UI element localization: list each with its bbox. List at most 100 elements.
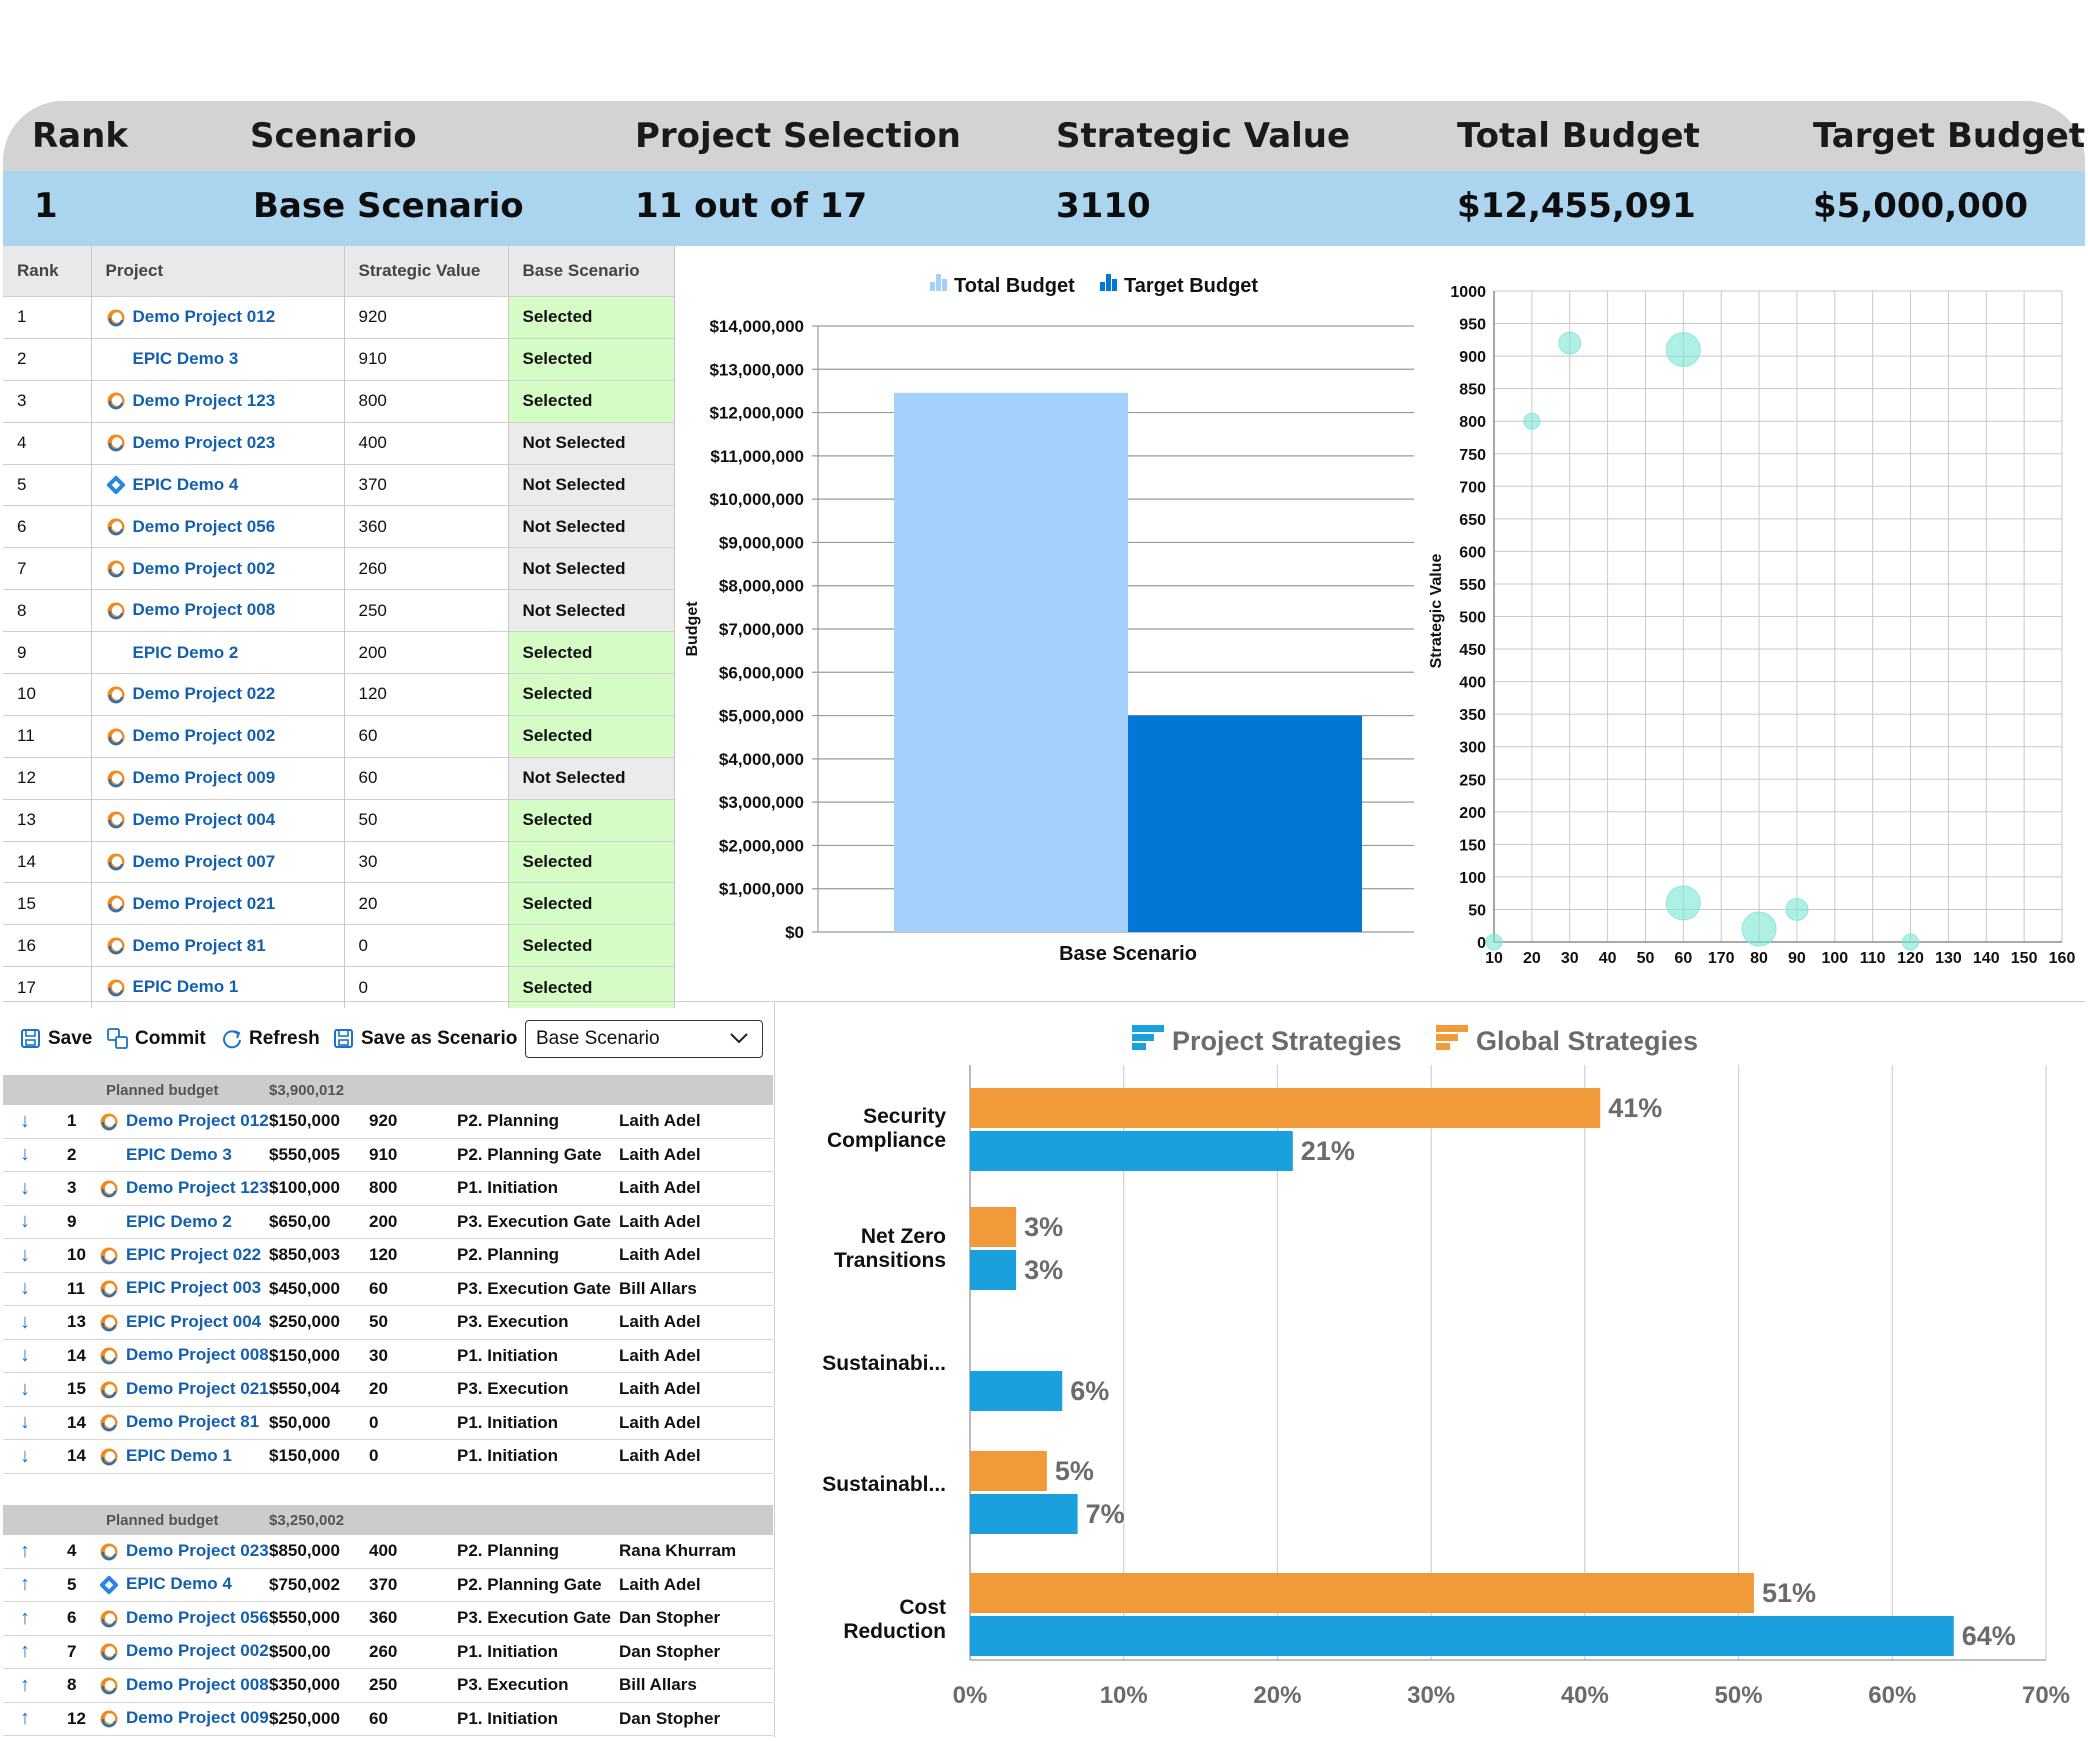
project-name[interactable]: Demo Project 008 [132,600,276,620]
arrow-up-icon[interactable]: ↑ [3,1668,47,1703]
selection-status-cell[interactable]: Not Selected [508,756,675,800]
project-name[interactable]: Demo Project 002 [132,726,276,746]
arrow-down-icon[interactable]: ↓ [3,1339,47,1373]
project-name[interactable]: Demo Project 021 [126,1378,269,1398]
arrow-down-icon[interactable]: ↓ [3,1372,47,1407]
project-link[interactable]: Demo Project 056 [99,1601,269,1636]
table-row[interactable]: 1 Demo Project 012 920 Selected [3,296,675,339]
project-link[interactable]: Demo Project 012 [91,296,345,339]
project-name[interactable]: Demo Project 056 [126,1607,269,1627]
project-name[interactable]: Demo Project 007 [132,851,276,871]
project-name[interactable]: EPIC Project 022 [126,1244,262,1264]
project-name[interactable]: Demo Project 004 [132,809,276,829]
arrow-down-icon[interactable]: ↓ [3,1171,47,1206]
project-name[interactable]: Demo Project 008 [126,1674,269,1694]
project-link[interactable]: Demo Project 81 [99,1406,269,1440]
project-link[interactable]: EPIC Demo 2 [91,631,345,674]
project-link[interactable]: Demo Project 002 [91,714,345,758]
table-row[interactable]: 13 Demo Project 004 50 Selected [3,798,675,842]
project-name[interactable]: Demo Project 002 [126,1641,269,1661]
selection-status-cell[interactable]: Selected [508,840,675,883]
project-link[interactable]: Demo Project 023 [99,1535,269,1569]
column-header-project[interactable]: Project [91,246,345,297]
arrow-up-icon[interactable]: ↑ [3,1535,47,1569]
arrow-up-icon[interactable]: ↑ [3,1635,47,1669]
project-name[interactable]: Demo Project 009 [132,767,276,787]
selection-status-cell[interactable]: Selected [508,714,675,758]
table-row[interactable]: ↑ 12 Demo Project 009 $250,000 60 P1. Initiat… [3,1702,774,1736]
table-row[interactable]: ↓ 9 EPIC Demo 2 $650,00 200 P3. Execution Gat… [3,1205,774,1239]
project-link[interactable]: Demo Project 008 [99,1668,269,1703]
table-row[interactable]: 12 Demo Project 009 60 Not Selected [3,756,675,800]
project-name[interactable]: EPIC Demo 2 [132,642,239,662]
selection-status-cell[interactable]: Selected [508,296,675,339]
column-header-rank[interactable]: Rank [3,246,92,297]
project-name[interactable]: Demo Project 023 [132,432,276,452]
project-link[interactable]: EPIC Demo 4 [99,1568,269,1602]
selection-status-cell[interactable]: Selected [508,882,675,925]
arrow-up-icon[interactable]: ↑ [3,1702,47,1736]
project-link[interactable]: Demo Project 009 [91,756,345,800]
project-link[interactable]: Demo Project 123 [99,1171,269,1206]
column-header-strategic-value[interactable]: Strategic Value [344,246,509,297]
table-row[interactable]: ↓ 1 Demo Project 012 $150,000 920 P2. Plannin… [3,1105,774,1139]
project-name[interactable]: Demo Project 056 [132,516,276,536]
project-name[interactable]: EPIC Project 003 [126,1278,262,1298]
project-name[interactable]: EPIC Demo 1 [132,977,239,997]
project-link[interactable]: Demo Project 008 [91,589,345,632]
project-name[interactable]: Demo Project 002 [132,558,276,578]
project-name[interactable]: Demo Project 009 [126,1708,269,1728]
table-row[interactable]: 8 Demo Project 008 250 Not Selected [3,589,675,632]
project-name[interactable]: Demo Project 012 [126,1110,269,1130]
selection-status-cell[interactable]: Selected [508,379,675,423]
selection-status-cell[interactable]: Not Selected [508,589,675,632]
selection-status-cell[interactable]: Not Selected [508,463,675,506]
project-link[interactable]: Demo Project 123 [91,379,345,423]
project-link[interactable]: EPIC Demo 3 [91,337,345,381]
commit-button[interactable]: Commit [107,1028,206,1050]
project-name[interactable]: Demo Project 123 [132,390,276,410]
table-row[interactable]: ↓ 3 Demo Project 123 $100,000 800 P1. Initiat… [3,1171,774,1206]
table-row[interactable]: 9 EPIC Demo 2 200 Selected [3,631,675,674]
table-row[interactable]: 5 EPIC Demo 4 370 Not Selected [3,463,675,506]
project-name[interactable]: Demo Project 012 [132,307,276,327]
table-row[interactable]: ↑ 5 EPIC Demo 4 $750,002 370 P2. Planning Gat… [3,1568,774,1602]
project-name[interactable]: EPIC Project 004 [126,1311,262,1331]
table-row[interactable]: ↓ 15 Demo Project 021 $550,004 20 P3. Executi… [3,1372,774,1407]
project-link[interactable]: Demo Project 008 [99,1339,269,1373]
project-name[interactable]: EPIC Demo 4 [132,474,239,494]
project-link[interactable]: EPIC Project 004 [99,1305,269,1340]
project-name[interactable]: Demo Project 021 [132,893,276,913]
project-link[interactable]: EPIC Demo 2 [99,1205,269,1239]
project-link[interactable]: Demo Project 056 [91,505,345,548]
table-row[interactable]: ↓ 14 Demo Project 008 $150,000 30 P1. Initiat… [3,1339,774,1373]
table-row[interactable]: 10 Demo Project 022 120 Selected [3,673,675,716]
table-row[interactable]: 16 Demo Project 81 0 Selected [3,924,675,967]
arrow-down-icon[interactable]: ↓ [3,1138,47,1172]
project-link[interactable]: Demo Project 021 [99,1372,269,1407]
project-link[interactable]: Demo Project 023 [91,421,345,465]
selection-status-cell[interactable]: Not Selected [508,505,675,548]
project-link[interactable]: Demo Project 009 [99,1702,269,1736]
table-row[interactable]: ↓ 11 EPIC Project 003 $450,000 60 P3. Executi… [3,1272,774,1306]
table-row[interactable]: 6 Demo Project 056 360 Not Selected [3,505,675,548]
project-link[interactable]: Demo Project 002 [99,1635,269,1669]
arrow-down-icon[interactable]: ↓ [3,1272,47,1306]
arrow-down-icon[interactable]: ↓ [3,1205,47,1239]
project-link[interactable]: Demo Project 81 [91,924,345,967]
selection-status-cell[interactable]: Selected [508,631,675,674]
project-name[interactable]: EPIC Demo 3 [132,349,239,369]
table-row[interactable]: ↑ 7 Demo Project 002 $500,00 260 P1. Initiati… [3,1635,774,1669]
project-name[interactable]: Demo Project 123 [126,1177,269,1197]
selection-status-cell[interactable]: Selected [508,337,675,381]
project-name[interactable]: Demo Project 022 [132,684,276,704]
arrow-up-icon[interactable]: ↑ [3,1601,47,1636]
table-row[interactable]: 3 Demo Project 123 800 Selected [3,379,675,423]
project-link[interactable]: Demo Project 012 [99,1105,269,1139]
arrow-down-icon[interactable]: ↓ [3,1238,47,1273]
arrow-down-icon[interactable]: ↓ [3,1105,47,1139]
table-row[interactable]: ↑ 4 Demo Project 023 $850,000 400 P2. Plannin… [3,1535,774,1569]
project-link[interactable]: EPIC Project 003 [99,1272,269,1306]
project-link[interactable]: EPIC Demo 1 [99,1439,269,1474]
selection-status-cell[interactable]: Selected [508,673,675,716]
